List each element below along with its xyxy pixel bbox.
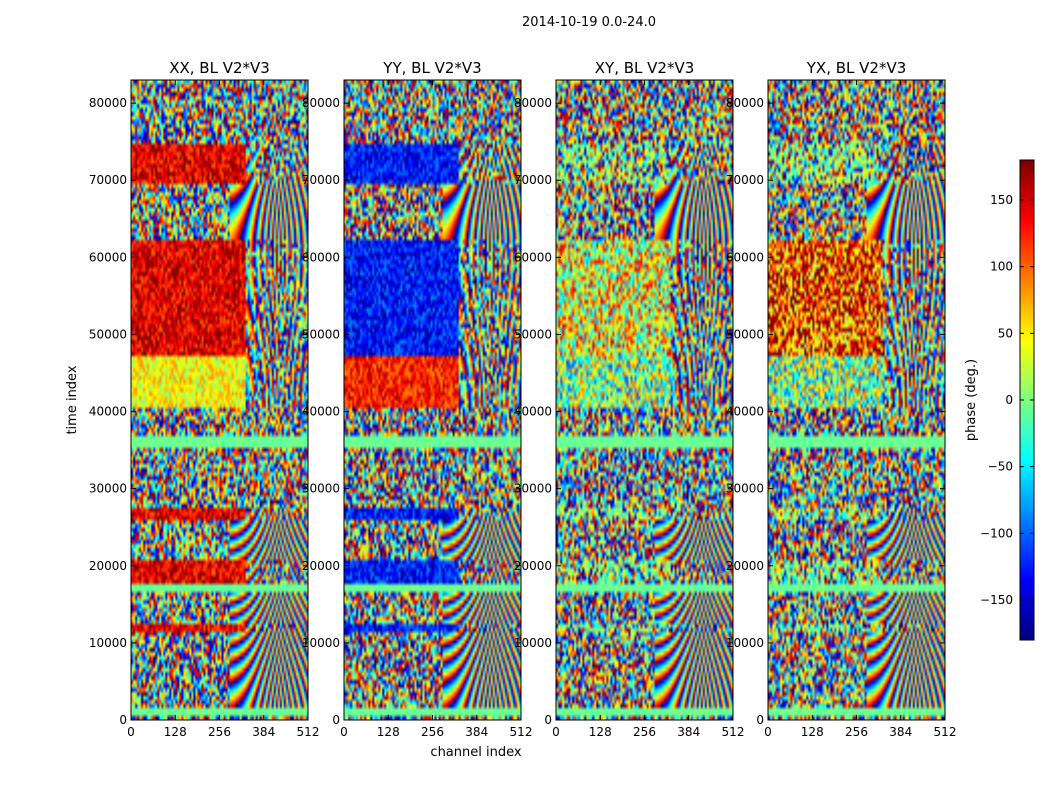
x-tick-label: 128 xyxy=(589,725,612,739)
y-tick-label: 20000 xyxy=(302,559,340,573)
colorbar-tick-label: 150 xyxy=(990,193,1013,207)
y-tick-label: 30000 xyxy=(514,482,552,496)
y-tick-label: 40000 xyxy=(726,405,764,419)
x-tick-label: 128 xyxy=(164,725,187,739)
y-tick-label: 40000 xyxy=(302,405,340,419)
y-tick-label: 20000 xyxy=(89,559,127,573)
panel-xx: XX, BL V2*V3 0 128 256 384 512 0 10000 20000 3000… xyxy=(89,59,320,739)
y-tick-label: 80000 xyxy=(726,96,764,110)
y-tick-label: 70000 xyxy=(302,173,340,187)
y-tick-label: 40000 xyxy=(514,405,552,419)
colorbar-tick-label: −150 xyxy=(980,593,1013,607)
panel-xy: XY, BL V2*V3 0 128 256 384 512 0 10000 20000 3000… xyxy=(514,59,745,739)
x-tick-label: 512 xyxy=(934,725,957,739)
x-tick-label: 256 xyxy=(845,725,868,739)
y-tick-label: 70000 xyxy=(726,173,764,187)
y-tick-label: 0 xyxy=(756,713,764,727)
y-axis-label: time index xyxy=(65,365,80,434)
y-tick-label: 20000 xyxy=(514,559,552,573)
y-tick-label: 30000 xyxy=(726,482,764,496)
x-tick-label: 512 xyxy=(297,725,320,739)
colorbar: 150 100 50 0 −50 −100 −150 xyxy=(980,159,1035,641)
heatmap-yx xyxy=(768,80,945,720)
x-tick-label: 384 xyxy=(889,725,912,739)
colorbar-tick-label: 50 xyxy=(998,326,1013,340)
x-tick-label: 384 xyxy=(252,725,275,739)
y-tick-label: 0 xyxy=(332,713,340,727)
y-tick-label: 10000 xyxy=(514,636,552,650)
x-tick-label: 384 xyxy=(465,725,488,739)
panel-yy: YY, BL V2*V3 0 128 256 384 512 0 10000 20000 3000… xyxy=(302,59,533,739)
figure-suptitle: 2014-10-19 0.0-24.0 xyxy=(522,15,656,30)
y-tick-label: 60000 xyxy=(89,250,127,264)
y-tick-label: 40000 xyxy=(89,405,127,419)
y-tick-label: 50000 xyxy=(514,327,552,341)
x-tick-label: 128 xyxy=(377,725,400,739)
colorbar-tick-label: 0 xyxy=(1005,393,1013,407)
y-tick-label: 80000 xyxy=(514,96,552,110)
panel-yx: YX, BL V2*V3 0 128 256 384 512 0 10000 20000 3000… xyxy=(726,59,957,739)
x-tick-label: 0 xyxy=(764,725,772,739)
y-tick-label: 30000 xyxy=(89,482,127,496)
x-tick-label: 0 xyxy=(340,725,348,739)
y-tick-label: 10000 xyxy=(302,636,340,650)
x-tick-label: 256 xyxy=(633,725,656,739)
panels: XX, BL V2*V3 0 128 256 384 512 0 10000 20000 3000… xyxy=(89,59,957,739)
y-tick-label: 60000 xyxy=(514,250,552,264)
panel-title: XX, BL V2*V3 xyxy=(169,59,270,77)
panel-title: XY, BL V2*V3 xyxy=(595,59,695,77)
heatmap-xx xyxy=(131,80,308,720)
x-tick-label: 256 xyxy=(208,725,231,739)
colorbar-tick-label: −100 xyxy=(980,526,1013,540)
y-tick-label: 70000 xyxy=(514,173,552,187)
y-tick-label: 60000 xyxy=(302,250,340,264)
x-tick-label: 256 xyxy=(421,725,444,739)
panel-title: YX, BL V2*V3 xyxy=(806,59,907,77)
y-tick-label: 50000 xyxy=(726,327,764,341)
y-tick-label: 10000 xyxy=(726,636,764,650)
heatmap-yy xyxy=(344,80,521,720)
x-tick-label: 0 xyxy=(127,725,135,739)
x-tick-label: 512 xyxy=(722,725,745,739)
x-tick-label: 128 xyxy=(801,725,824,739)
heatmap-xy xyxy=(556,80,733,720)
x-tick-label: 512 xyxy=(510,725,533,739)
x-axis-label: channel index xyxy=(430,745,521,760)
y-tick-label: 10000 xyxy=(89,636,127,650)
x-tick-label: 0 xyxy=(552,725,560,739)
y-tick-label: 80000 xyxy=(89,96,127,110)
colorbar-tick-label: 100 xyxy=(990,260,1013,274)
y-tick-label: 30000 xyxy=(302,482,340,496)
y-tick-label: 20000 xyxy=(726,559,764,573)
colorbar-label: phase (deg.) xyxy=(964,359,979,441)
y-tick-label: 60000 xyxy=(726,250,764,264)
panel-title: YY, BL V2*V3 xyxy=(382,59,481,77)
x-tick-label: 384 xyxy=(677,725,700,739)
y-tick-label: 80000 xyxy=(302,96,340,110)
y-tick-label: 0 xyxy=(119,713,127,727)
y-tick-label: 0 xyxy=(544,713,552,727)
colorbar-gradient xyxy=(1020,160,1034,640)
y-tick-label: 50000 xyxy=(302,327,340,341)
y-tick-label: 70000 xyxy=(89,173,127,187)
colorbar-tick-label: −50 xyxy=(988,460,1013,474)
y-tick-label: 50000 xyxy=(89,327,127,341)
